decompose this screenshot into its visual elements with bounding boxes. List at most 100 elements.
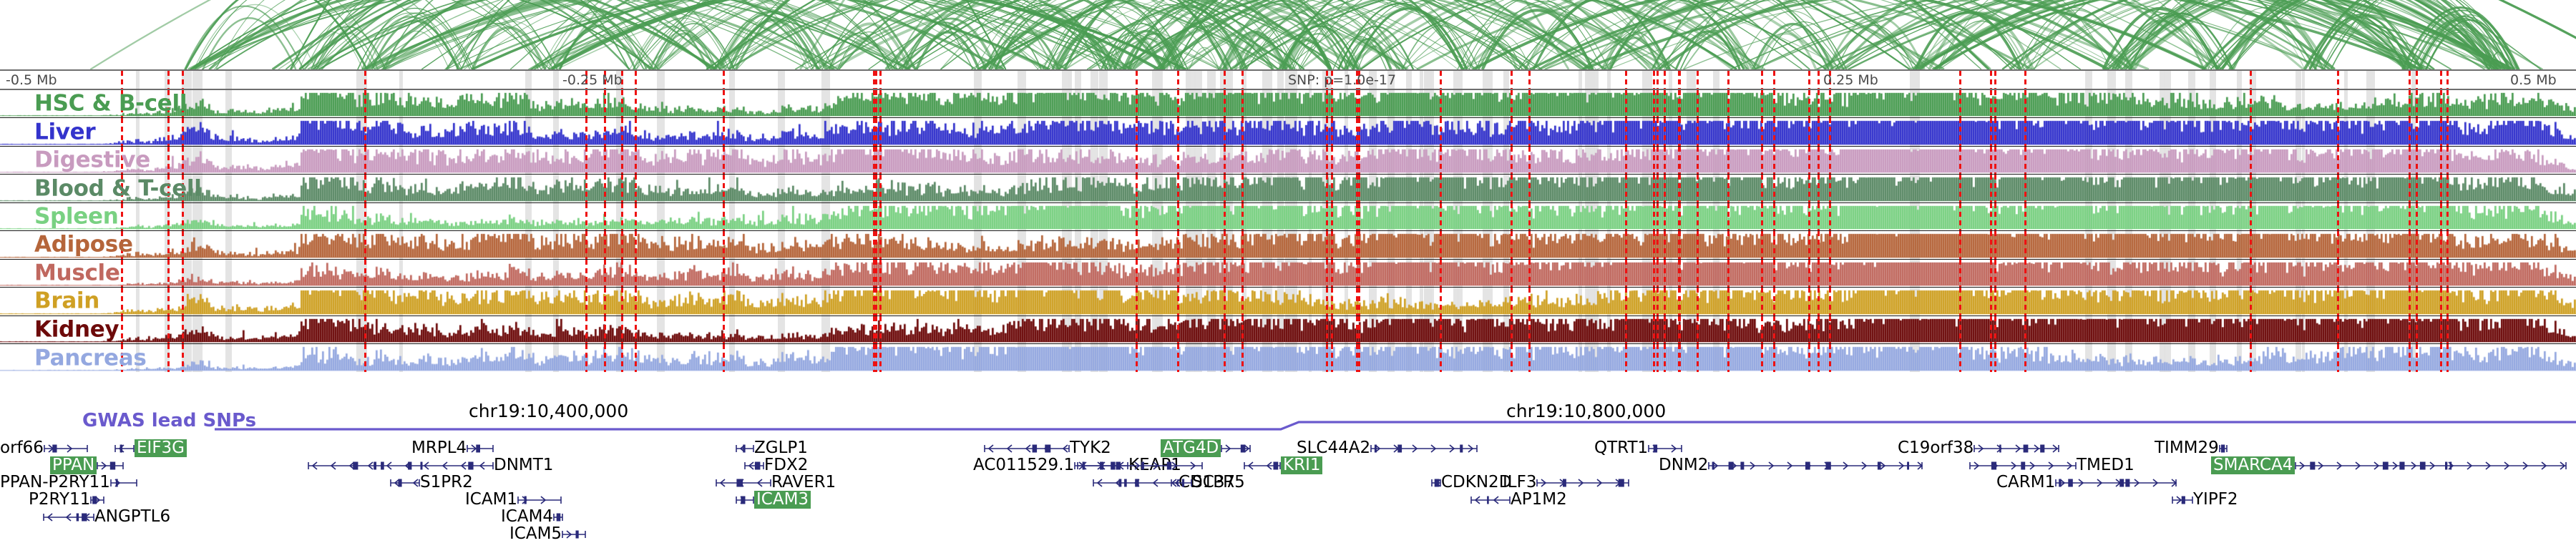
gene-s1pr5[interactable]: S1PR5 [1171, 474, 1245, 491]
snp-marker-line [2337, 118, 2340, 146]
snp-marker-line [1994, 90, 1997, 118]
signal-track-pancreas[interactable]: Pancreas [0, 343, 2576, 373]
coordinate-ruler[interactable]: -0.5 Mb -0.25 Mb SNP: p=1.0e-17 0.25 Mb 0.5 … [0, 69, 2576, 90]
gene-label: MRPL4 [411, 439, 467, 457]
gene-yipf2[interactable]: YIPF2 [2172, 491, 2238, 509]
gene-cdkn2d[interactable]: CDKN2D [1431, 474, 1511, 491]
signal-track-spleen[interactable]: Spleen [0, 202, 2576, 232]
gene-dnm2[interactable]: DNM2 [1659, 456, 1923, 474]
snp-marker-line [873, 231, 876, 259]
gene-dnmt1[interactable]: DNMT1 [308, 456, 553, 474]
snp-marker-line [874, 175, 877, 202]
gene-model [562, 529, 586, 539]
snp-shade-band [1457, 71, 1463, 89]
gene-icam5[interactable]: ICAM5 [509, 525, 586, 543]
signal-track-liver[interactable]: Liver [0, 118, 2576, 147]
snp-marker-line [1177, 90, 1180, 118]
snp-marker-line [1439, 175, 1442, 202]
signal-track-muscle[interactable]: Muscle [0, 259, 2576, 288]
snp-marker-line [1959, 90, 1962, 118]
snp-marker-line [2250, 118, 2253, 146]
snp-marker-line [1761, 146, 1763, 175]
gene-ac011529-1[interactable]: AC011529.1 [973, 456, 1203, 474]
gene-carm1[interactable]: CARM1 [1996, 474, 2177, 491]
snp-marker-line [1510, 118, 1513, 146]
snp-marker-line [1241, 146, 1244, 175]
snp-marker-line [1959, 71, 1962, 89]
gene-ppan-p2ry11[interactable]: PPAN-P2RY11 [0, 474, 137, 491]
snp-marker-line [364, 343, 367, 373]
snp-marker-line [1357, 202, 1360, 231]
gene-atg4d[interactable]: ATG4D [1161, 439, 1251, 457]
gene-c19orf38[interactable]: C19orf38 [1898, 439, 2060, 457]
gene-slc44a2[interactable]: SLC44A2 [1297, 439, 1478, 457]
gene-tmed1[interactable]: TMED1 [1969, 456, 2135, 474]
snp-marker-line [2337, 175, 2340, 202]
gene-smarca4[interactable]: SMARCA4 [2211, 456, 2567, 474]
snp-marker-line [364, 202, 367, 231]
snp-marker-line [1136, 118, 1138, 146]
signal-track-stack: HSC & B-cell Liver Digestive Blood & T-cell… [0, 90, 2576, 401]
gene-model [2295, 461, 2567, 470]
signal-track-blood-t-cell[interactable]: Blood & T-cell [0, 175, 2576, 203]
snp-marker-line [1528, 71, 1531, 89]
snp-marker-line [1817, 259, 1820, 288]
snp-marker-line [1761, 315, 1763, 343]
gene-timm29[interactable]: TIMM29 [2155, 439, 2228, 457]
gene-eif3g[interactable]: EIF3G [114, 439, 187, 457]
gene-fdx2[interactable]: FDX2 [744, 456, 808, 474]
gene-icam4[interactable]: ICAM4 [501, 508, 563, 526]
gene-p2ry11[interactable]: P2RY11 [29, 491, 105, 509]
signal-track-adipose[interactable]: Adipose [0, 231, 2576, 260]
snp-marker-line [1241, 202, 1244, 231]
signal-track-brain[interactable]: Brain [0, 288, 2576, 316]
gene-qtrt1[interactable]: QTRT1 [1594, 439, 1682, 457]
snp-marker-line [874, 315, 877, 343]
gene-mrpl4[interactable]: MRPL4 [411, 439, 494, 457]
snp-marker-line [2415, 175, 2418, 202]
snp-shade-band [729, 71, 735, 89]
snp-marker-line [1994, 288, 1997, 315]
gene-cdc37[interactable]: CDC37 [1093, 474, 1235, 491]
snp-marker-line [1357, 288, 1360, 315]
gwas-lead-snp-row[interactable]: GWAS lead SNPs [0, 410, 2576, 439]
snp-marker-line [1678, 315, 1681, 343]
snp-marker-line [1439, 146, 1442, 175]
snp-marker-line [1224, 259, 1226, 288]
gene-angptl6[interactable]: ANGPTL6 [43, 508, 170, 526]
snp-marker-line [1439, 231, 1442, 259]
gene-tyk2[interactable]: TYK2 [984, 439, 1111, 457]
snp-marker-line [585, 288, 588, 315]
gene-icam3[interactable]: ICAM3 [736, 491, 811, 509]
gene-raver1[interactable]: RAVER1 [716, 474, 836, 491]
snp-marker-line [1439, 259, 1442, 288]
snp-marker-line [723, 118, 726, 146]
gene-icam1[interactable]: ICAM1 [465, 491, 562, 509]
snp-marker-line [1828, 90, 1831, 118]
snp-marker-line [1994, 146, 1997, 175]
signal-track-hsc-b-cell[interactable]: HSC & B-cell [0, 90, 2576, 119]
snp-marker-line [1528, 202, 1531, 231]
gene-model [984, 444, 1070, 453]
gene-kri1[interactable]: KRI1 [1244, 456, 1323, 474]
gene-ilf3[interactable]: ILF3 [1503, 474, 1630, 491]
gene-ap1m2[interactable]: AP1M2 [1470, 491, 1567, 509]
signal-track-digestive[interactable]: Digestive [0, 146, 2576, 175]
snp-marker-line [873, 175, 876, 202]
snp-marker-line [1136, 71, 1138, 89]
snp-marker-line [2415, 343, 2418, 373]
snp-marker-line [1808, 288, 1811, 315]
snp-marker-line [1224, 343, 1226, 373]
gene-orf66[interactable]: orf66 [0, 439, 88, 457]
snp-marker-line [1761, 90, 1763, 118]
snp-marker-line [2440, 146, 2443, 175]
snp-marker-line [1808, 231, 1811, 259]
gene-s1pr2[interactable]: S1PR2 [390, 474, 473, 491]
gene-zglp1[interactable]: ZGLP1 [736, 439, 808, 457]
snp-marker-line [585, 175, 588, 202]
gene-ppan[interactable]: PPAN [50, 456, 125, 474]
snp-marker-line [1727, 288, 1729, 315]
signal-track-kidney[interactable]: Kidney [0, 315, 2576, 344]
snp-marker-line [1678, 118, 1681, 146]
snp-marker-line [1959, 343, 1962, 373]
